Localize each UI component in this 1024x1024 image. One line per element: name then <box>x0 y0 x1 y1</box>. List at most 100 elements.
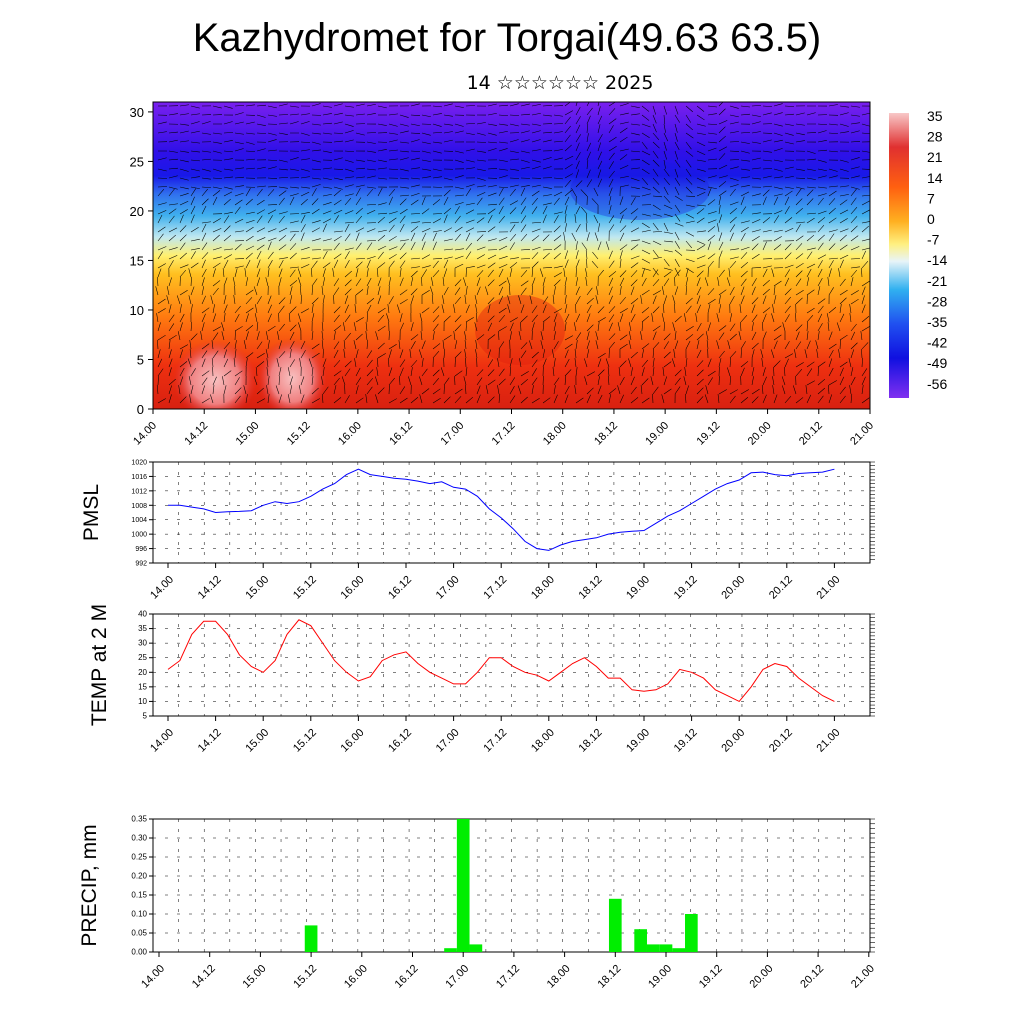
wind-arrow <box>806 212 816 215</box>
wind-arrow <box>190 238 200 242</box>
wind-arrow <box>190 322 193 332</box>
wind-arrow <box>685 195 695 197</box>
colorbar-label: -42 <box>927 335 947 351</box>
wind-arrow <box>729 114 739 118</box>
wind-arrow <box>861 304 866 314</box>
wind-arrow <box>707 132 717 135</box>
wind-arrow <box>200 331 203 341</box>
wind-arrow <box>861 200 870 206</box>
wind-arrow <box>179 186 189 190</box>
wind-arrow <box>707 123 717 125</box>
wind-arrow <box>201 150 211 153</box>
wind-arrow <box>740 185 750 188</box>
wind-arrow <box>575 340 578 350</box>
wind-arrow <box>476 122 486 125</box>
wind-arrow <box>795 397 804 404</box>
wind-arrow <box>410 192 420 197</box>
wind-arrow <box>806 150 816 154</box>
y-tick-label: 10 <box>130 303 144 318</box>
wind-arrow <box>377 342 385 350</box>
wind-arrow <box>179 242 186 251</box>
wind-arrow <box>475 340 478 350</box>
wind-arrow <box>344 130 354 134</box>
wind-arrow <box>157 368 164 377</box>
wind-arrow <box>498 141 508 144</box>
wind-arrow <box>265 331 269 341</box>
wind-arrow <box>399 268 402 278</box>
wind-arrow <box>168 139 178 143</box>
wind-arrow <box>574 358 577 368</box>
wind-arrow <box>399 260 406 269</box>
wind-arrow <box>377 286 381 296</box>
wind-arrow <box>795 140 805 143</box>
wind-arrow <box>850 367 854 377</box>
wind-arrow <box>278 132 288 135</box>
wind-arrow <box>839 159 849 163</box>
wind-arrow <box>168 340 171 350</box>
wind-arrow <box>298 322 302 332</box>
wind-arrow <box>333 157 343 161</box>
wind-arrow <box>476 177 486 181</box>
wind-arrow <box>399 208 408 215</box>
wind-arrow <box>190 368 196 377</box>
wind-arrow <box>310 268 313 278</box>
wind-arrow <box>696 277 701 287</box>
wind-arrow <box>751 114 761 117</box>
wind-arrow <box>828 380 837 386</box>
wind-arrow <box>608 322 613 332</box>
wind-arrow <box>751 304 756 314</box>
wind-arrow <box>421 265 431 269</box>
wind-arrow <box>267 189 275 197</box>
y-tick-label: 5 <box>137 352 144 367</box>
wind-arrow <box>817 140 827 143</box>
wind-arrow <box>740 389 749 395</box>
wind-arrow <box>663 240 673 243</box>
wind-arrow <box>355 242 362 251</box>
wind-arrow <box>454 370 463 377</box>
wind-arrow <box>608 394 611 404</box>
wind-arrow <box>707 241 712 251</box>
wind-arrow <box>608 118 617 125</box>
wind-arrow <box>542 214 547 224</box>
wind-arrow <box>332 268 335 278</box>
wind-arrow <box>366 203 376 206</box>
wind-arrow <box>409 349 412 359</box>
wind-arrow <box>267 237 277 242</box>
wind-arrow <box>564 295 567 305</box>
wind-arrow <box>630 255 640 260</box>
wind-arrow <box>729 131 739 134</box>
wind-arrow <box>817 193 827 197</box>
wind-arrow <box>311 367 314 377</box>
wind-arrow <box>751 376 754 386</box>
wind-arrow <box>553 215 559 224</box>
wind-arrow <box>190 141 200 144</box>
wind-arrow <box>355 132 365 136</box>
wind-arrow <box>234 349 237 359</box>
wind-arrow <box>308 358 313 368</box>
wind-arrow <box>212 332 219 341</box>
wind-arrow <box>375 394 379 404</box>
wind-arrow <box>652 269 659 278</box>
wind-arrow <box>685 334 694 341</box>
wind-arrow <box>619 196 624 206</box>
wind-arrow <box>179 252 187 260</box>
wind-arrow <box>245 252 253 260</box>
wind-arrow <box>652 150 659 159</box>
wind-arrow <box>861 250 867 260</box>
wind-arrow <box>817 175 827 179</box>
wind-arrow <box>652 342 660 350</box>
wind-arrow <box>850 376 856 386</box>
wind-arrow <box>652 325 661 332</box>
wind-arrow <box>817 234 825 242</box>
wind-arrow <box>553 279 561 287</box>
wind-arrow <box>278 268 283 278</box>
wind-arrow <box>707 147 717 152</box>
wind-arrow <box>454 315 462 323</box>
wind-arrow <box>707 186 717 190</box>
wind-arrow <box>253 286 258 296</box>
wind-arrow <box>718 175 728 179</box>
wind-arrow <box>300 376 305 386</box>
wind-arrow <box>190 286 195 296</box>
wind-arrow <box>564 125 571 134</box>
wind-arrow <box>594 232 599 242</box>
